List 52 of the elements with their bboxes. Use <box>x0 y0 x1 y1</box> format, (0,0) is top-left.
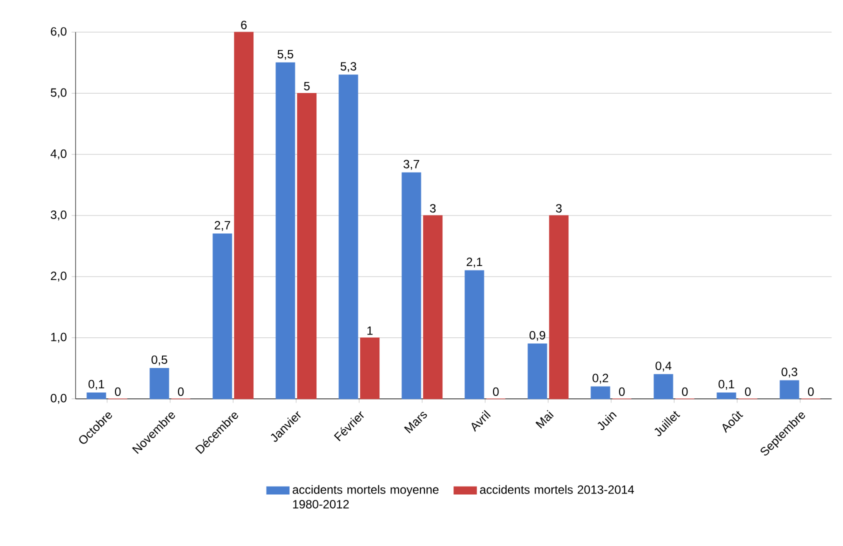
bar <box>150 368 170 399</box>
bar <box>423 215 443 399</box>
data-label: 0,2 <box>592 374 608 384</box>
data-label: 0,9 <box>530 330 546 341</box>
data-label: 0,1 <box>718 380 734 390</box>
data-label: 0 <box>618 387 625 396</box>
bar <box>234 32 254 399</box>
bar <box>464 270 484 399</box>
data-label: 0 <box>682 387 688 396</box>
data-label: 0 <box>114 387 121 396</box>
bar <box>590 386 610 399</box>
data-label: 0,1 <box>88 380 104 390</box>
y-tick-label: 6,0 <box>50 27 66 37</box>
data-label: 5,3 <box>340 62 356 72</box>
y-tick-label: 0,0 <box>50 394 66 404</box>
y-tick-label: 5,0 <box>50 88 66 98</box>
bar <box>212 233 232 399</box>
bar <box>780 380 800 399</box>
data-label: 0,4 <box>656 361 672 372</box>
data-label: 1 <box>367 326 373 335</box>
x-tick-label: Juin <box>598 412 617 430</box>
data-label: 5 <box>304 82 310 90</box>
y-tick-label: 1,0 <box>51 332 66 343</box>
data-label: 0 <box>178 387 184 396</box>
bar <box>528 343 548 399</box>
y-tick-label: 4,0 <box>50 149 66 160</box>
bar <box>86 392 106 399</box>
data-label: 0 <box>808 387 814 396</box>
data-label: 0,5 <box>152 355 168 366</box>
data-label: 5,5 <box>278 50 294 60</box>
legend-label: accidents mortels 2013-2014 <box>480 484 634 494</box>
data-label: 0,3 <box>782 368 798 378</box>
legend-label: accidents mortels moyenne 1980-2012 <box>292 484 439 508</box>
x-tick-label: Mai <box>536 410 554 428</box>
bar <box>276 62 296 399</box>
data-label: 3 <box>556 204 562 212</box>
data-label: 0 <box>492 387 499 396</box>
bar <box>402 172 422 399</box>
y-tick-label: 3,0 <box>50 210 66 220</box>
bar <box>654 374 674 399</box>
data-label: 2,7 <box>214 220 230 231</box>
bar <box>549 215 569 399</box>
bar <box>360 337 380 399</box>
y-tick-label: 2,0 <box>50 272 66 282</box>
bar <box>338 74 358 399</box>
data-label: 2,1 <box>466 258 482 268</box>
data-label: 0 <box>745 387 751 396</box>
data-label: 3 <box>430 204 436 212</box>
bar <box>716 392 736 399</box>
bar <box>297 92 317 399</box>
data-label: 6 <box>241 20 247 30</box>
data-label: 3,7 <box>404 160 420 170</box>
